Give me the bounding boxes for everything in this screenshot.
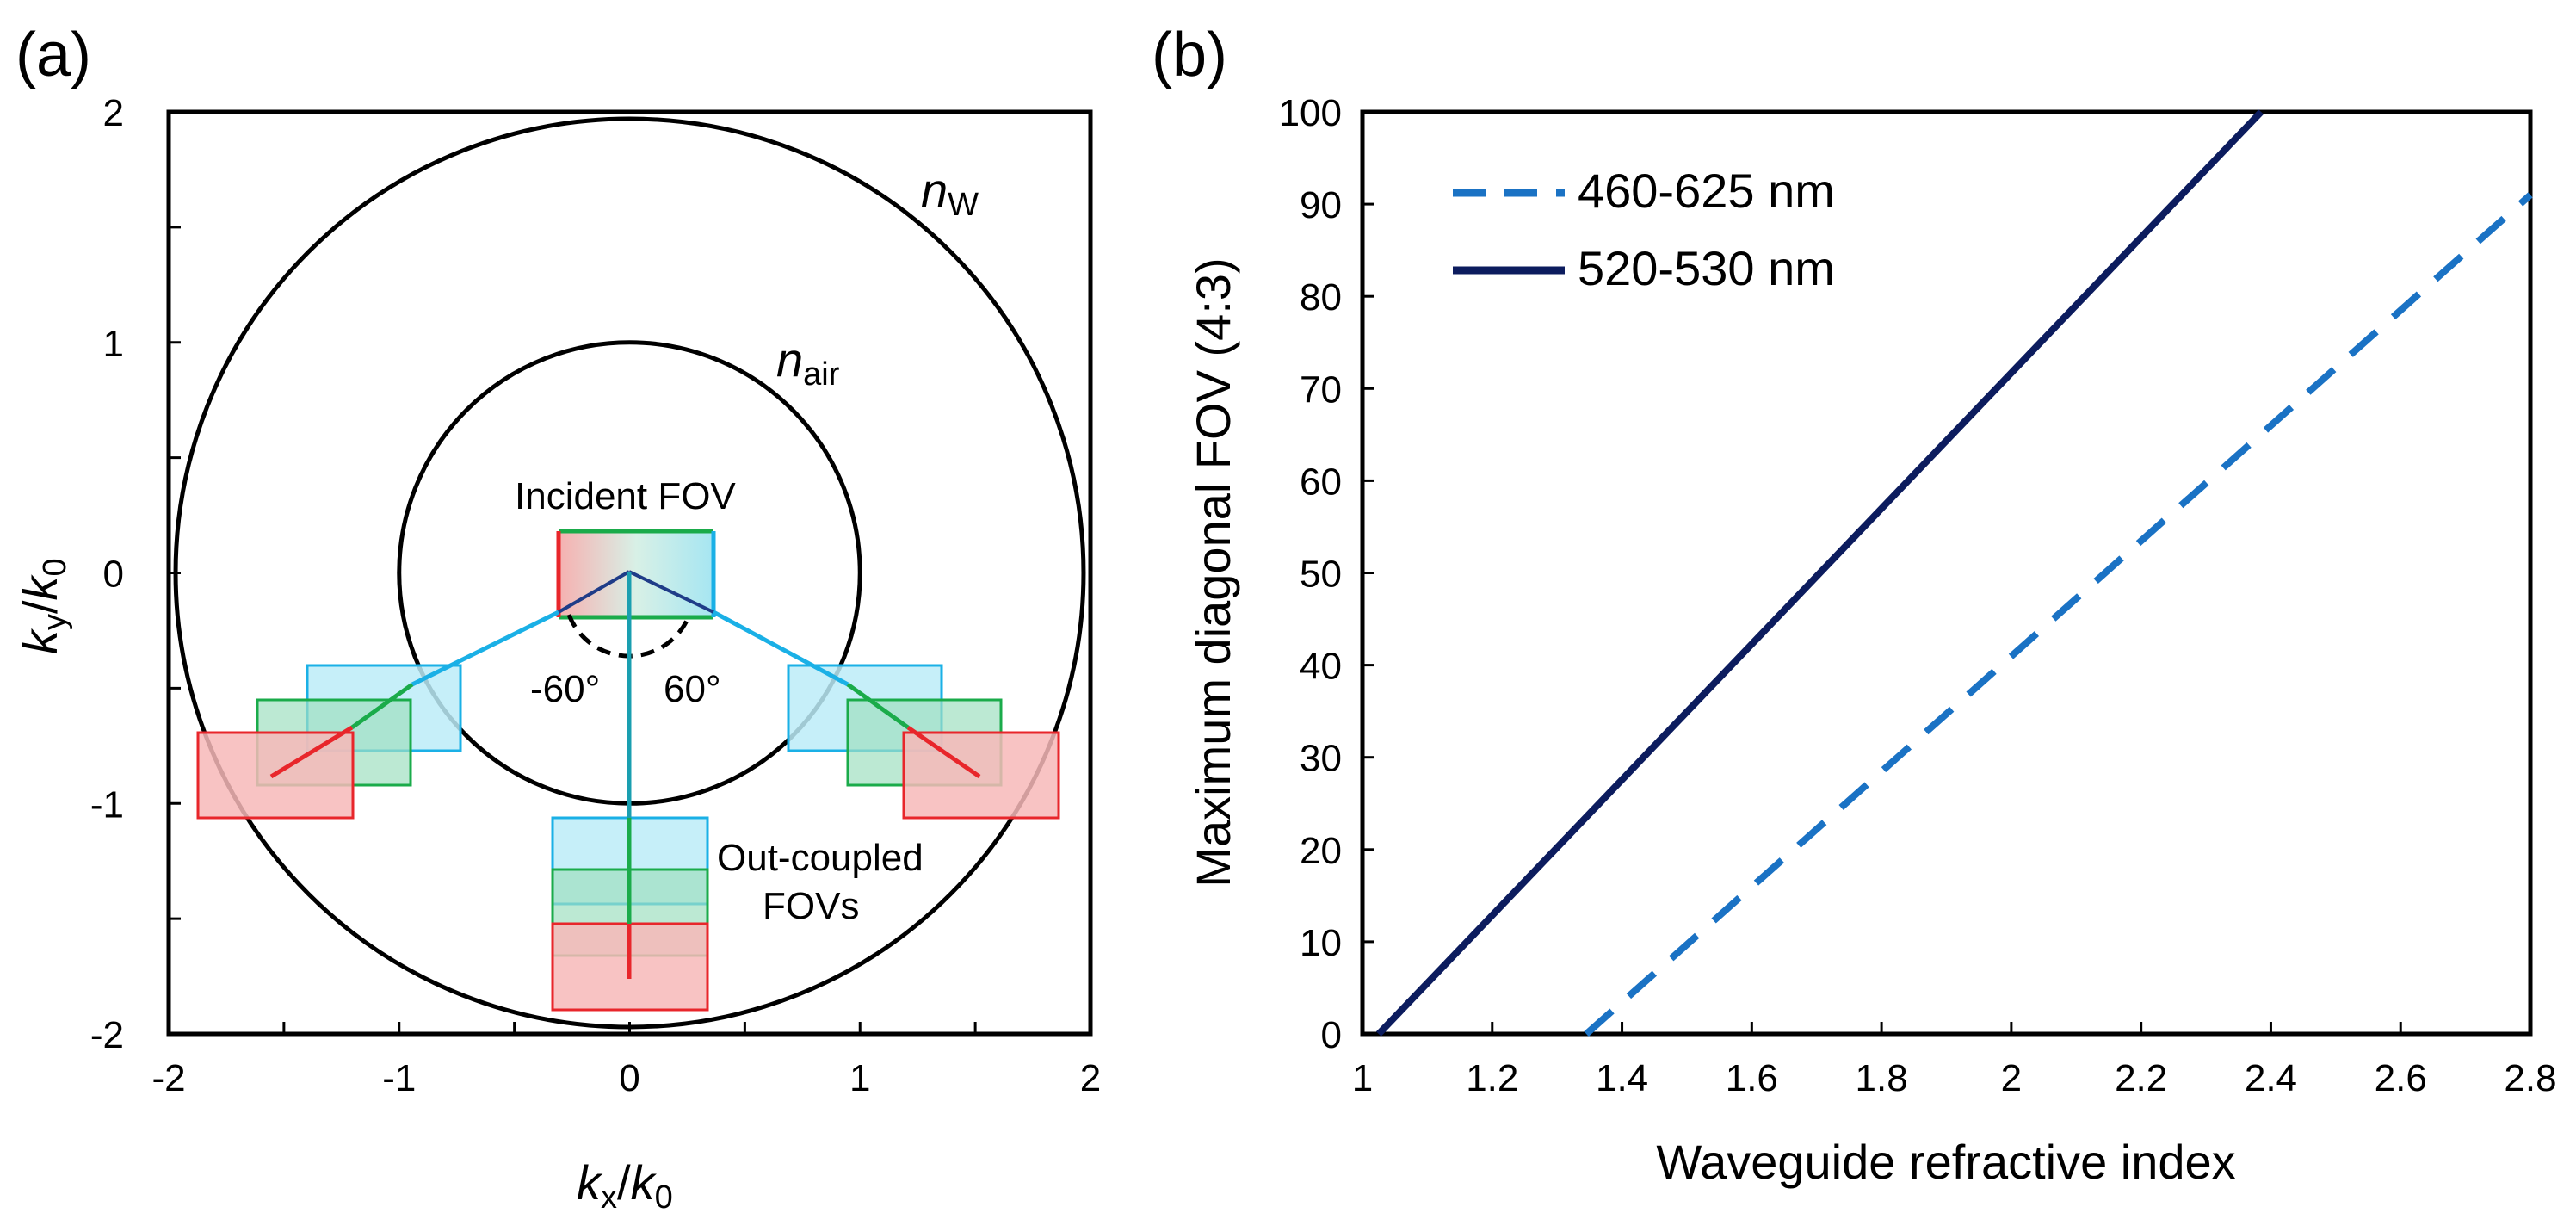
- panel-b-xtick-label: 2.4: [2245, 1057, 2297, 1099]
- panel-b: (b) 1 1.2 1.4 1.6 1.8 2 2.2 2.4 2.6 2.8 0 10 20 30 40 5…: [1152, 21, 2557, 1189]
- panel-b-ytick-label: 80: [1300, 276, 1342, 319]
- panel-b-xtick-label: 1.2: [1466, 1057, 1518, 1099]
- incident-fov-diag-left: [558, 570, 630, 614]
- outcoupled-label-line2: FOVs: [763, 885, 859, 927]
- panel-a-ytick-label: 0: [103, 554, 124, 596]
- panel-b-ticks: 1 1.2 1.4 1.6 1.8 2 2.2 2.4 2.6 2.8 0 10 20 30 40 50 60 7…: [1279, 92, 2557, 1099]
- panel-b-xtick-label: 2: [2001, 1057, 2022, 1099]
- panel-a-ytick-label: -2: [90, 1014, 124, 1056]
- angle-left-label: -60°: [530, 668, 600, 710]
- fov-right-red: [902, 731, 1060, 820]
- panel-b-xtick-label: 2.2: [2115, 1057, 2167, 1099]
- panel-b-xtick-label: 1: [1352, 1057, 1373, 1099]
- fov-group-bottom: [551, 572, 709, 1012]
- panel-a-xtick-label: -1: [382, 1057, 416, 1099]
- panel-b-ytick-label: 100: [1279, 92, 1342, 134]
- incident-fov-diag-right: [628, 570, 714, 614]
- panel-a-xlabel: kx/k0: [577, 1155, 673, 1213]
- incident-fov: [556, 529, 716, 620]
- panel-a-xtick-label: 2: [1080, 1057, 1101, 1099]
- legend: 460-625 nm 520-530 nm: [1453, 164, 1835, 295]
- panel-b-ytick-label: 30: [1300, 738, 1342, 780]
- angle-right-label: 60°: [664, 668, 721, 710]
- ray-right-blue: [712, 610, 849, 687]
- ray-left-blue: [411, 610, 560, 687]
- panel-a-ytick-label: -1: [90, 783, 124, 826]
- panel-b-xtick-label: 1.8: [1856, 1057, 1908, 1099]
- panel-b-ytick-label: 60: [1300, 461, 1342, 503]
- legend-label-460-625: 460-625 nm: [1578, 164, 1835, 218]
- nw-label: nW: [921, 163, 979, 223]
- panel-b-xlabel: Waveguide refractive index: [1656, 1135, 2235, 1189]
- incident-fov-label: Incident FOV: [515, 475, 736, 517]
- ray-right-red: [906, 725, 981, 779]
- panel-b-frame: [1360, 109, 2533, 1037]
- nair-label: nair: [776, 332, 840, 393]
- panel-a-xtick-label: -2: [151, 1057, 185, 1099]
- panel-b-xtick-label: 2.8: [2504, 1057, 2556, 1099]
- ray-left-green: [350, 682, 414, 730]
- ray-left-red: [269, 725, 354, 779]
- series-line-520-530nm: [1375, 109, 2264, 1037]
- panel-b-ytick-label: 50: [1300, 554, 1342, 596]
- panel-a-label: (a): [15, 21, 91, 90]
- panel-b-xtick-label: 1.4: [1596, 1057, 1648, 1099]
- panel-b-ytick-label: 10: [1300, 922, 1342, 964]
- fov-group-right: [712, 610, 1060, 820]
- panel-b-ytick-label: 90: [1300, 184, 1342, 226]
- panel-a-ytick-label: 2: [103, 92, 124, 134]
- panel-a: (a) -2 -1 0 1 2 -2 -1 0 1 2: [13, 21, 1101, 1213]
- panel-b-xtick-label: 2.6: [2375, 1057, 2427, 1099]
- series-line-460-625nm: [1584, 192, 2533, 1037]
- panel-b-series: [1375, 109, 2533, 1037]
- panel-a-xtick-label: 1: [849, 1057, 870, 1099]
- panel-b-ytick-label: 70: [1300, 368, 1342, 411]
- panel-b-label: (b): [1152, 21, 1227, 90]
- panel-a-ticks: -2 -1 0 1 2 -2 -1 0 1 2: [90, 92, 1101, 1099]
- panel-b-ytick-label: 40: [1300, 646, 1342, 688]
- panel-a-ylabel: ky/k0: [13, 558, 73, 654]
- panel-b-ytick-label: 20: [1300, 830, 1342, 872]
- outcoupled-label-line1: Out-coupled: [717, 837, 924, 879]
- ray-right-green: [846, 682, 910, 730]
- panel-a-ytick-label: 1: [103, 323, 124, 365]
- panel-b-xtick-label: 1.6: [1726, 1057, 1778, 1099]
- panel-b-ytick-label: 0: [1321, 1014, 1342, 1056]
- legend-label-520-530: 520-530 nm: [1578, 241, 1835, 295]
- panel-b-ylabel: Maximum diagonal FOV (4:3): [1186, 257, 1240, 887]
- fov-group-left: [196, 610, 560, 820]
- panel-a-xtick-label: 0: [619, 1057, 639, 1099]
